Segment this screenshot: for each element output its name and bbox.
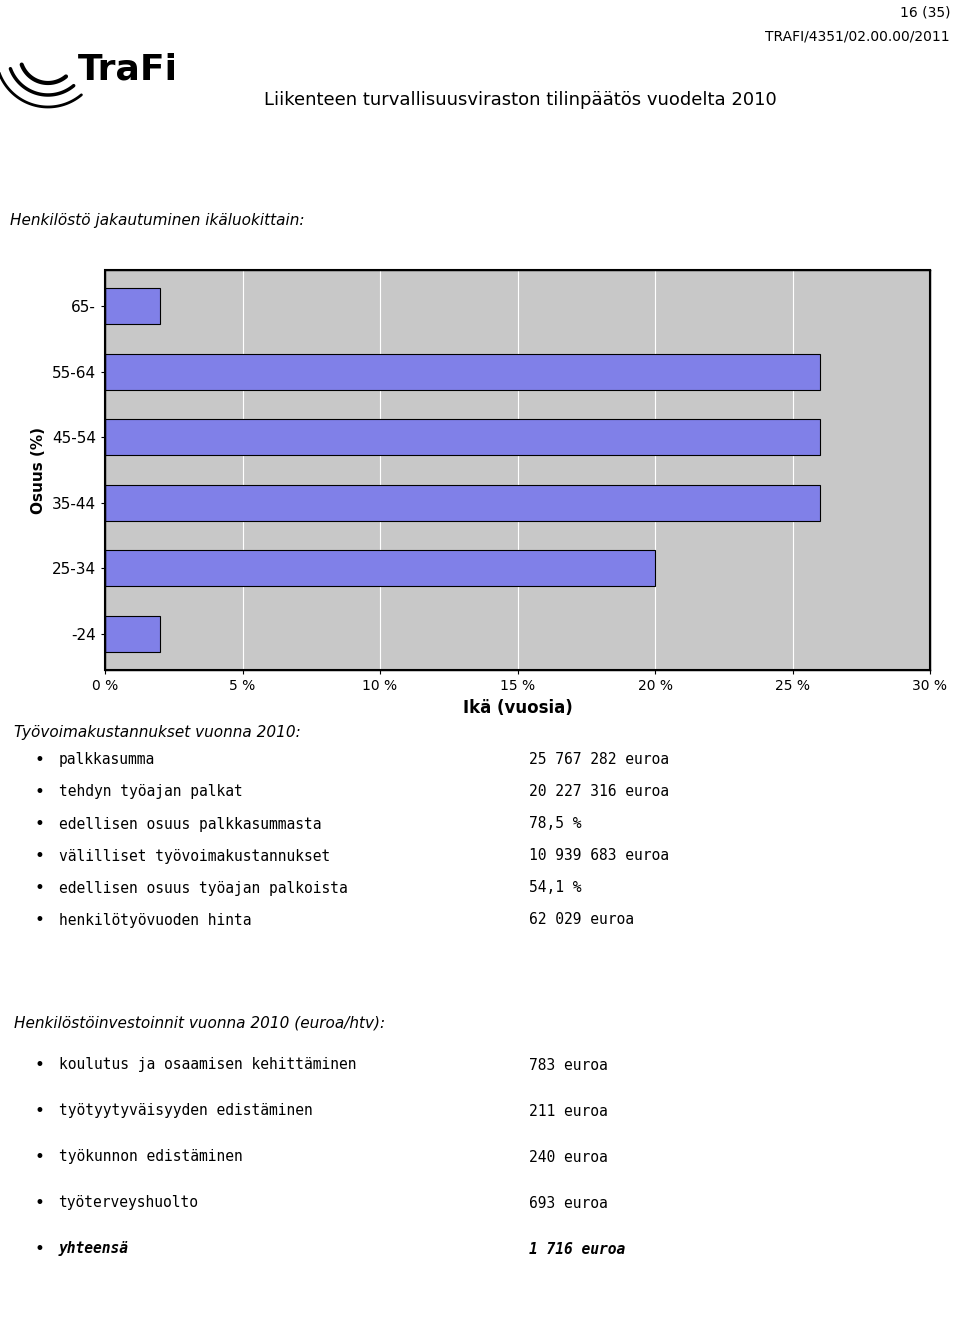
Text: •: • bbox=[34, 783, 44, 800]
Text: välilliset työvoimakustannukset: välilliset työvoimakustannukset bbox=[59, 848, 330, 864]
Text: työkunnon edistäminen: työkunnon edistäminen bbox=[59, 1150, 242, 1164]
Text: •: • bbox=[34, 815, 44, 833]
Text: työterveyshuolto: työterveyshuolto bbox=[59, 1196, 199, 1211]
Text: •: • bbox=[34, 878, 44, 897]
Bar bbox=[105, 419, 820, 455]
Text: tehdyn työajan palkat: tehdyn työajan palkat bbox=[59, 785, 242, 799]
Text: edellisen osuus palkkasummasta: edellisen osuus palkkasummasta bbox=[59, 816, 321, 831]
X-axis label: Ikä (vuosia): Ikä (vuosia) bbox=[463, 699, 572, 717]
Text: 16 (35): 16 (35) bbox=[900, 5, 950, 19]
Bar bbox=[105, 353, 820, 390]
Text: 240 euroa: 240 euroa bbox=[529, 1150, 608, 1164]
Text: 211 euroa: 211 euroa bbox=[529, 1103, 608, 1118]
Text: edellisen osuus työajan palkoista: edellisen osuus työajan palkoista bbox=[59, 881, 348, 896]
Bar bbox=[105, 484, 820, 521]
Y-axis label: Osuus (%): Osuus (%) bbox=[32, 426, 46, 513]
Text: yhteensä: yhteensä bbox=[59, 1241, 129, 1257]
Text: 54,1 %: 54,1 % bbox=[529, 881, 582, 896]
Text: •: • bbox=[34, 751, 44, 769]
Text: Liikenteen turvallisuusviraston tilinpäätös vuodelta 2010: Liikenteen turvallisuusviraston tilinpää… bbox=[264, 91, 777, 108]
Text: •: • bbox=[34, 1102, 44, 1121]
Text: Työvoimakustannukset vuonna 2010:: Työvoimakustannukset vuonna 2010: bbox=[14, 725, 301, 740]
Text: •: • bbox=[34, 1193, 44, 1212]
Text: 1 716 euroa: 1 716 euroa bbox=[529, 1241, 625, 1257]
Text: 78,5 %: 78,5 % bbox=[529, 816, 582, 831]
Text: 693 euroa: 693 euroa bbox=[529, 1196, 608, 1211]
Text: Henkilöstöinvestoinnit vuonna 2010 (euroa/htv):: Henkilöstöinvestoinnit vuonna 2010 (euro… bbox=[14, 1015, 386, 1031]
Text: •: • bbox=[34, 847, 44, 865]
Text: koulutus ja osaamisen kehittäminen: koulutus ja osaamisen kehittäminen bbox=[59, 1057, 356, 1073]
Text: •: • bbox=[34, 912, 44, 929]
Text: TraFi: TraFi bbox=[78, 53, 178, 87]
Text: 20 227 316 euroa: 20 227 316 euroa bbox=[529, 785, 669, 799]
Text: •: • bbox=[34, 1056, 44, 1074]
Text: 62 029 euroa: 62 029 euroa bbox=[529, 913, 634, 927]
Text: palkkasumma: palkkasumma bbox=[59, 753, 155, 767]
Bar bbox=[105, 550, 655, 586]
Text: työtyytyväisyyden edistäminen: työtyytyväisyyden edistäminen bbox=[59, 1103, 312, 1118]
Text: 25 767 282 euroa: 25 767 282 euroa bbox=[529, 753, 669, 767]
Text: 10 939 683 euroa: 10 939 683 euroa bbox=[529, 848, 669, 864]
Text: henkilötyövuoden hinta: henkilötyövuoden hinta bbox=[59, 913, 252, 927]
Bar bbox=[105, 615, 160, 652]
Bar bbox=[105, 288, 160, 324]
Text: 783 euroa: 783 euroa bbox=[529, 1057, 608, 1073]
Text: TRAFI/4351/02.00.00/2011: TRAFI/4351/02.00.00/2011 bbox=[765, 30, 950, 44]
Text: Henkilöstö jakautuminen ikäluokittain:: Henkilöstö jakautuminen ikäluokittain: bbox=[10, 213, 304, 229]
Text: •: • bbox=[34, 1148, 44, 1166]
Text: •: • bbox=[34, 1240, 44, 1258]
